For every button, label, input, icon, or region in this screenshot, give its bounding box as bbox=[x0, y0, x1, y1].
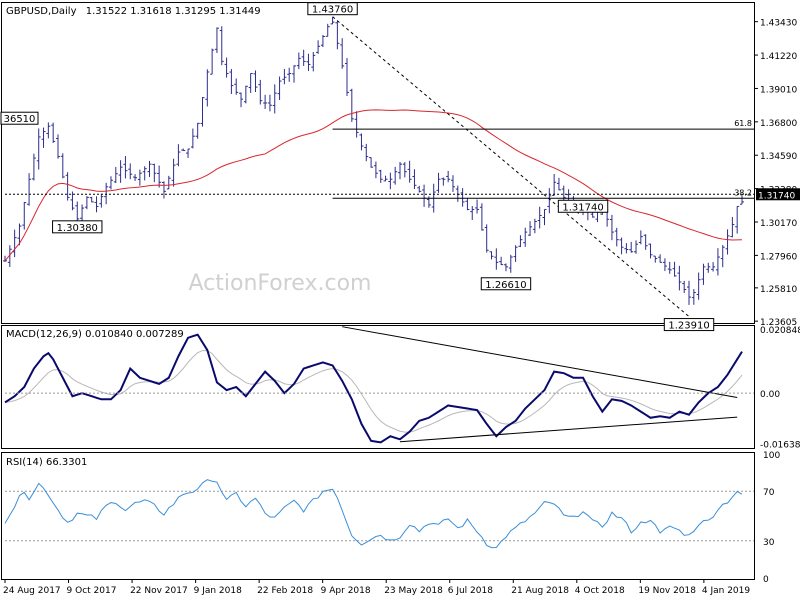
date-axis-label: 9 Apr 2018 bbox=[321, 586, 371, 596]
date-axis-label: 9 Jan 2018 bbox=[194, 586, 242, 596]
macd-axis-label: 0.020848 bbox=[760, 326, 800, 336]
price-axis-label: 1.43430 bbox=[760, 19, 797, 29]
current-price-tag bbox=[756, 188, 800, 201]
price-axis-label: 1.23605 bbox=[760, 318, 797, 328]
moving-average-line bbox=[4, 109, 743, 262]
price-axis-label: 1.39010 bbox=[760, 85, 797, 95]
watermark-text: ActionForex.com bbox=[189, 271, 372, 296]
date-axis-label: 9 Oct 2017 bbox=[67, 586, 117, 596]
macd-signal-line bbox=[4, 349, 743, 433]
rsi-panel-title: RSI(14) 66.3301 bbox=[6, 457, 88, 468]
macd-axis-label: -0.016389 bbox=[760, 441, 800, 451]
fib-level-label: 61.8 bbox=[734, 119, 752, 128]
date-axis-label: 24 Aug 2017 bbox=[3, 586, 61, 596]
macd-trendline bbox=[342, 326, 738, 398]
price-axis-label: 1.30170 bbox=[760, 219, 797, 229]
rsi-axis-label: 30 bbox=[763, 538, 775, 548]
macd-line bbox=[4, 333, 743, 444]
date-axis-label: 22 Feb 2018 bbox=[257, 586, 313, 596]
symbol-label: GBPUSD bbox=[6, 6, 49, 17]
swing-label-box bbox=[480, 277, 532, 291]
current-price-tag-label: 1.31740 bbox=[758, 191, 795, 201]
swing-label: 1.31740 bbox=[562, 202, 603, 213]
price-axis-label: 1.27960 bbox=[760, 252, 797, 262]
price-axis-label: 1.41220 bbox=[760, 52, 797, 62]
price-panel-header: GBPUSD,Daily 1.31522 1.31618 1.31295 1.3… bbox=[6, 6, 261, 17]
rsi-axis-label: 0 bbox=[763, 575, 769, 585]
macd-panel-title: MACD(12,26,9) 0.010840 0.007289 bbox=[6, 329, 184, 340]
rsi-axis-label: 100 bbox=[763, 451, 780, 461]
ohlc-readout: 1.31522 1.31618 1.31295 1.31449 bbox=[85, 6, 261, 17]
fib-level-label: 38.2 bbox=[734, 188, 752, 197]
price-axis-label: 1.34590 bbox=[760, 152, 797, 162]
swing-label: 36510 bbox=[4, 114, 36, 125]
macd-panel-frame bbox=[1, 325, 755, 449]
price-axis-label: 1.36800 bbox=[760, 119, 797, 129]
date-axis-label: 4 Jan 2019 bbox=[702, 586, 750, 596]
swing-label: 1.26610 bbox=[485, 280, 526, 291]
date-axis-label: 6 Jul 2018 bbox=[448, 586, 493, 596]
swing-label-box bbox=[0, 111, 39, 125]
swing-label-box bbox=[557, 199, 609, 213]
swing-label: 1.23910 bbox=[668, 321, 709, 332]
price-axis-label: 1.25810 bbox=[760, 285, 797, 295]
rsi-line bbox=[4, 479, 743, 549]
date-axis-label: 22 Nov 2017 bbox=[130, 586, 188, 596]
date-axis-label: 23 May 2018 bbox=[384, 586, 443, 596]
price-panel-frame bbox=[1, 2, 755, 324]
date-axis-label: 21 Aug 2018 bbox=[511, 586, 569, 596]
swing-label-box bbox=[663, 318, 715, 332]
macd-trendline bbox=[399, 416, 738, 443]
timeframe-label: Daily bbox=[51, 6, 77, 17]
macd-axis-label: 0.00 bbox=[760, 390, 780, 400]
swing-label: 1.43760 bbox=[312, 5, 353, 16]
swing-label-box bbox=[307, 2, 358, 16]
swing-label-box bbox=[52, 220, 103, 234]
rsi-panel-frame bbox=[1, 452, 755, 580]
date-axis-label: 4 Oct 2018 bbox=[575, 586, 625, 596]
date-axis-label: 19 Nov 2018 bbox=[638, 586, 696, 596]
rsi-axis-label: 70 bbox=[763, 488, 775, 498]
swing-label: 1.30380 bbox=[57, 223, 98, 234]
